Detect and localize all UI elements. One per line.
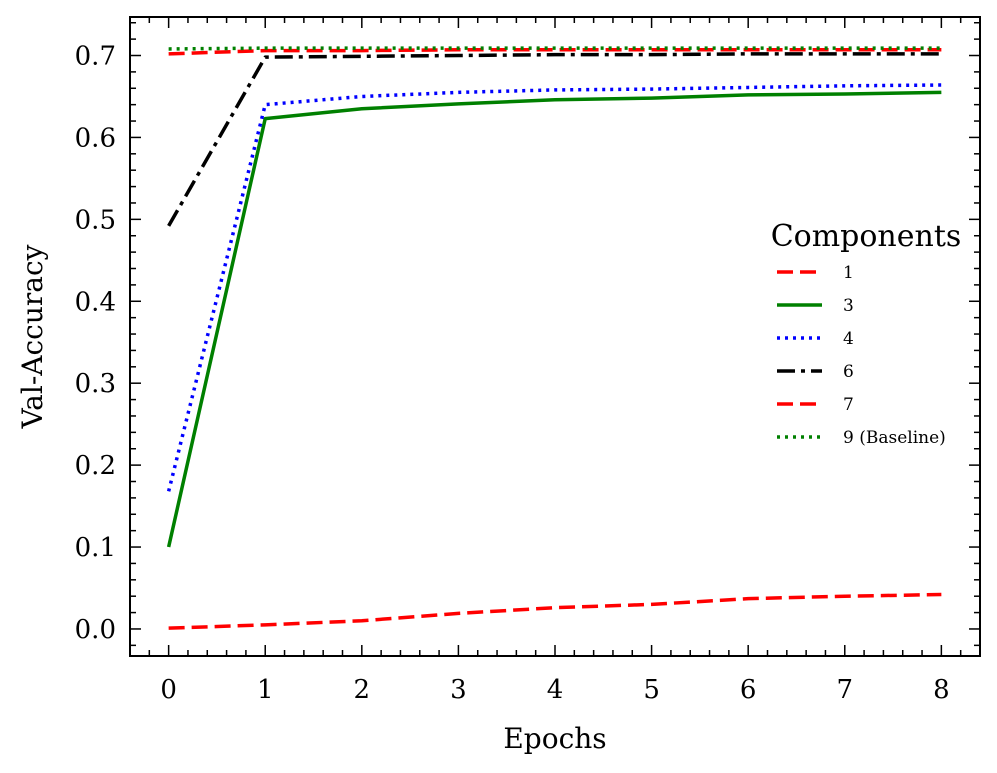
series-line-6: [168, 46, 942, 51]
y-tick-label: 0.4: [75, 287, 116, 317]
y-tick-label: 0.3: [75, 369, 116, 399]
y-tick-label: 0.1: [75, 533, 116, 563]
x-tick-label: 1: [257, 675, 274, 705]
x-tick-label: 0: [160, 675, 177, 705]
x-axis-title: Epochs: [503, 722, 606, 755]
legend: Components 1 3 4 6 7 9 (Baseline): [771, 219, 962, 448]
legend-label-5: 7: [843, 395, 854, 415]
x-tick-label: 8: [933, 675, 950, 705]
series-line-4: [167, 52, 942, 227]
y-tick-label: 0.0: [75, 615, 116, 645]
series-line-3: [166, 83, 942, 492]
legend-label-1: 1: [843, 263, 854, 283]
series-layer: [166, 46, 942, 630]
y-tick-label: 0.6: [75, 123, 116, 153]
y-tick-label: 0.7: [75, 42, 116, 72]
x-tick-label: 2: [354, 675, 371, 705]
x-tick-label: 6: [740, 675, 757, 705]
series-line-5: [168, 48, 942, 56]
x-tick-label: 3: [450, 675, 467, 705]
legend-label-4: 6: [843, 362, 854, 382]
x-tick-label: 5: [643, 675, 660, 705]
legend-label-2: 3: [843, 296, 854, 316]
series-line-2: [166, 90, 942, 548]
y-axis-title: Val-Accuracy: [16, 244, 49, 429]
plot-frame: [129, 16, 981, 657]
legend-title: Components: [771, 219, 962, 254]
x-tick-label: 7: [836, 675, 853, 705]
legend-label-6: 9 (Baseline): [843, 428, 946, 448]
ticks-layer: 0 1 2 3 4 5 6 7 8 0.0 0.1 0.2 0.3 0.4 0.5 0.6 0.7: [75, 17, 981, 705]
legend-label-3: 4: [843, 329, 854, 349]
x-tick-label: 4: [547, 675, 564, 705]
y-tick-label: 0.5: [75, 205, 116, 235]
y-tick-label: 0.2: [75, 451, 116, 481]
series-line-1: [168, 592, 942, 630]
